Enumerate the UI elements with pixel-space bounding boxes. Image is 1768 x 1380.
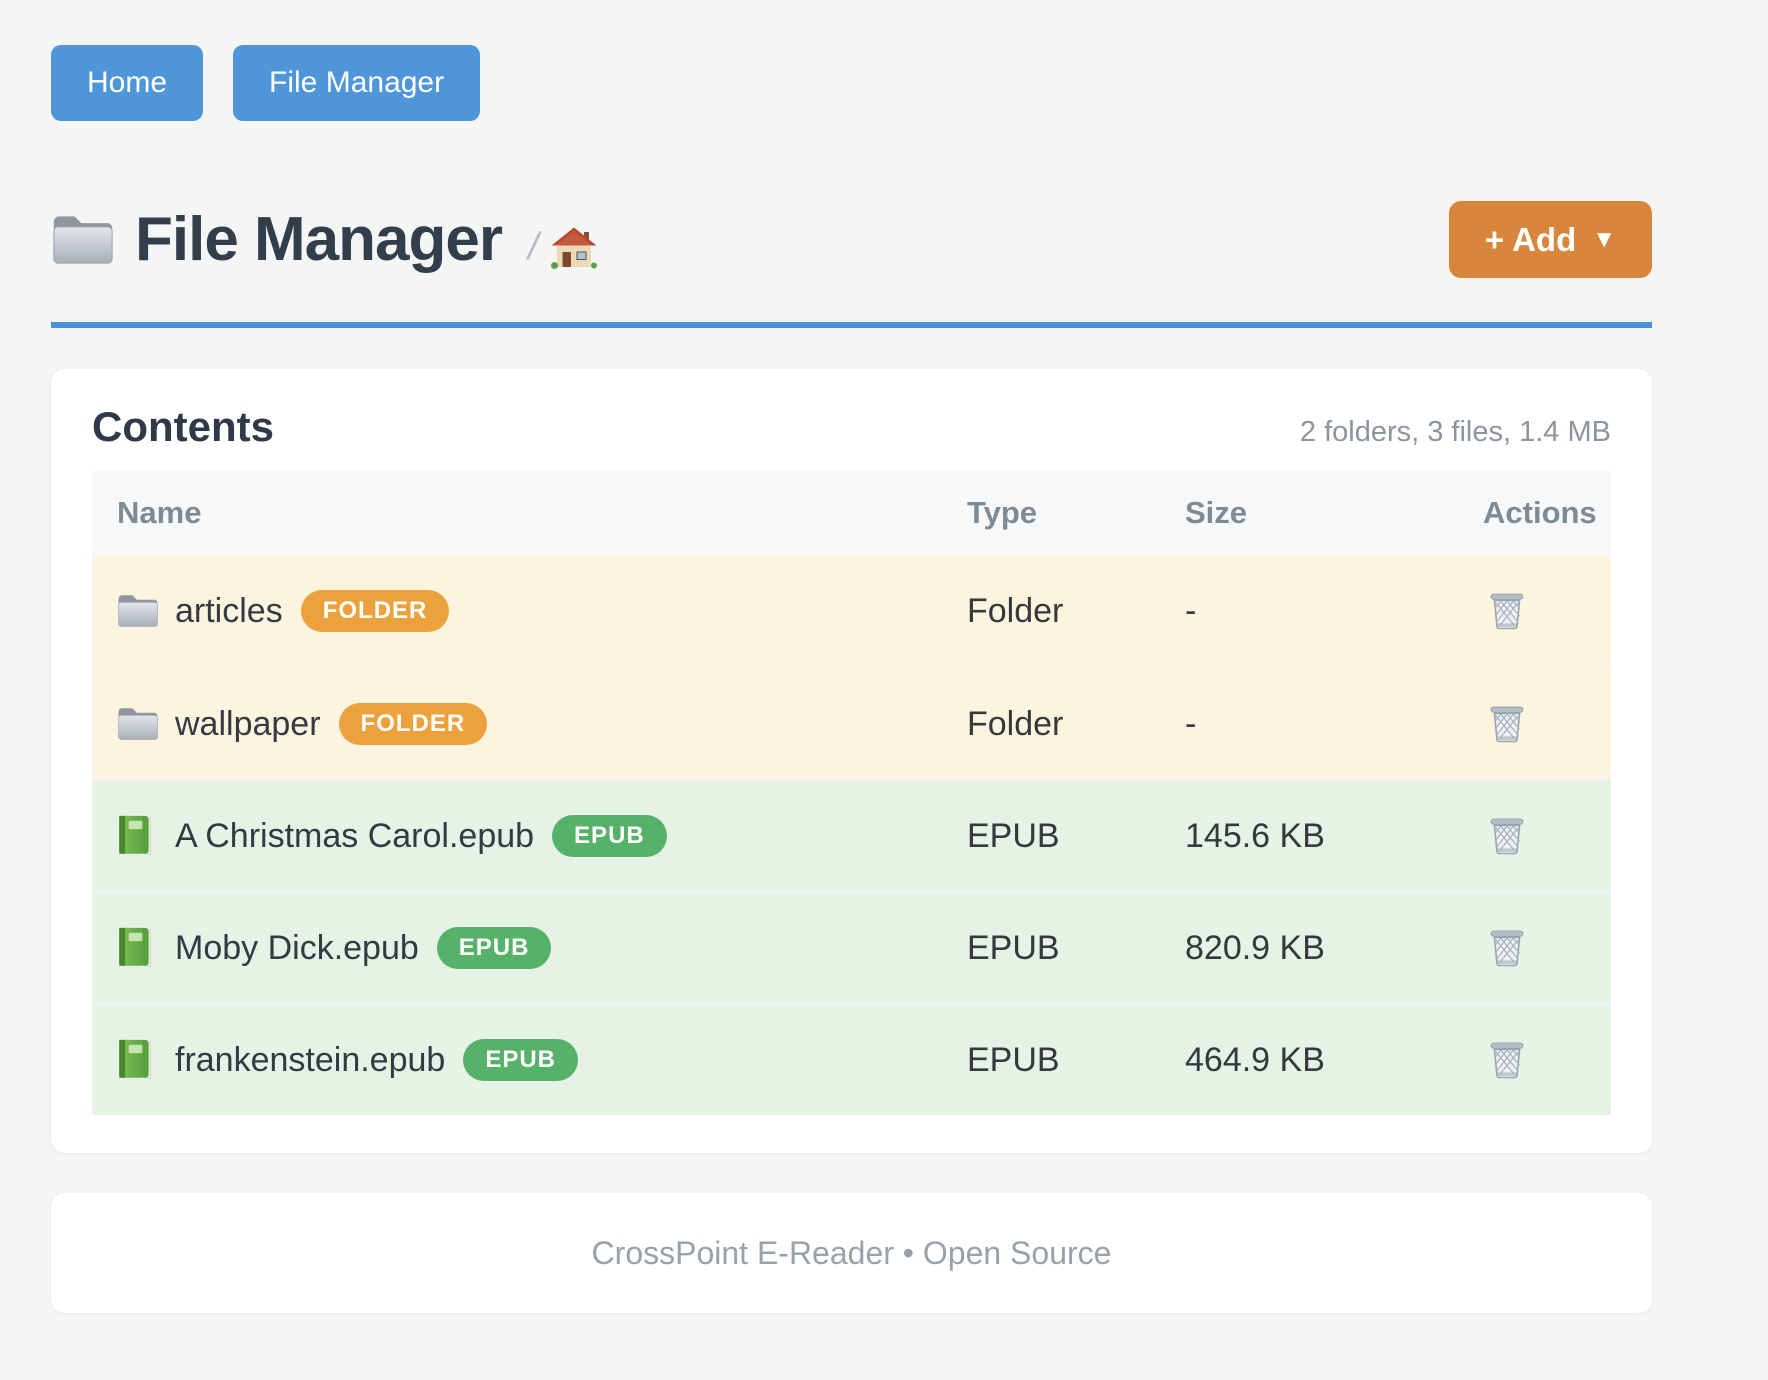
column-header-size: Size — [1185, 495, 1248, 530]
trash-icon — [1488, 590, 1526, 632]
home-icon[interactable] — [550, 227, 597, 269]
table-row[interactable]: frankenstein.epub EPUB EPUB 464.9 KB — [92, 1003, 1611, 1115]
file-type-badge: FOLDER — [338, 703, 488, 745]
title-group: File Manager / — [51, 204, 597, 275]
type-cell: EPUB — [967, 816, 1060, 855]
footer-text: CrossPoint E-Reader • Open Source — [591, 1234, 1112, 1271]
table-row[interactable]: wallpaper FOLDER Folder - — [92, 667, 1611, 779]
name-cell: wallpaper FOLDER — [92, 703, 967, 745]
type-cell: Folder — [967, 704, 1064, 743]
size-cell: - — [1185, 591, 1197, 630]
header-divider — [51, 322, 1652, 328]
size-cell: 145.6 KB — [1185, 816, 1325, 855]
page-container: Home File Manager File Manager / — [51, 0, 1652, 1313]
actions-cell — [1483, 1039, 1612, 1081]
type-cell: EPUB — [967, 928, 1060, 967]
name-cell: Moby Dick.epub EPUB — [92, 927, 967, 969]
file-name: Moby Dick.epub — [175, 928, 419, 967]
footer: CrossPoint E-Reader • Open Source — [51, 1193, 1652, 1313]
folder-icon — [51, 214, 115, 266]
file-name: articles — [175, 591, 283, 630]
chevron-down-icon: ▼ — [1592, 225, 1616, 253]
file-manager-button[interactable]: File Manager — [233, 45, 481, 121]
size-cell: 820.9 KB — [1185, 928, 1325, 967]
actions-cell — [1483, 590, 1612, 632]
delete-button[interactable] — [1488, 927, 1528, 969]
actions-cell — [1483, 927, 1612, 969]
trash-icon — [1488, 1039, 1526, 1081]
add-button-label: + Add — [1484, 220, 1577, 258]
contents-summary: 2 folders, 3 files, 1.4 MB — [1299, 416, 1611, 448]
table-row[interactable]: articles FOLDER Folder - — [92, 555, 1611, 667]
home-button[interactable]: Home — [51, 45, 204, 121]
file-type-badge: EPUB — [463, 1039, 578, 1081]
file-name: A Christmas Carol.epub — [175, 816, 535, 855]
breadcrumb: / — [528, 226, 597, 269]
file-table: Name Type Size Actions articles FOLDER F… — [92, 471, 1611, 1115]
folder-icon — [117, 703, 159, 745]
folder-icon — [117, 590, 159, 632]
book-icon — [117, 927, 159, 969]
actions-cell — [1483, 703, 1612, 745]
trash-icon — [1488, 815, 1526, 857]
type-cell: Folder — [967, 591, 1064, 630]
column-header-actions: Actions — [1483, 495, 1597, 530]
table-row[interactable]: A Christmas Carol.epub EPUB EPUB 145.6 K… — [92, 779, 1611, 891]
book-icon — [117, 815, 159, 857]
size-cell: 464.9 KB — [1185, 1040, 1325, 1079]
name-cell: articles FOLDER — [92, 590, 967, 632]
trash-icon — [1488, 703, 1526, 745]
file-table-body: articles FOLDER Folder - wallpaper FOLDE… — [92, 555, 1611, 1115]
column-header-type: Type — [967, 495, 1038, 530]
file-type-badge: EPUB — [436, 927, 552, 969]
table-row[interactable]: Moby Dick.epub EPUB EPUB 820.9 KB — [92, 891, 1611, 1003]
card-header: Contents 2 folders, 3 files, 1.4 MB — [92, 403, 1611, 451]
file-name: wallpaper — [175, 704, 321, 743]
file-type-badge: EPUB — [552, 815, 667, 857]
book-icon — [117, 1039, 159, 1081]
actions-cell — [1483, 815, 1612, 857]
column-header-name: Name — [117, 495, 202, 530]
page-title: File Manager — [135, 205, 503, 274]
top-nav: Home File Manager — [51, 0, 1652, 121]
add-button[interactable]: + Add ▼ — [1448, 201, 1652, 278]
trash-icon — [1488, 927, 1526, 969]
delete-button[interactable] — [1488, 590, 1528, 632]
card-title: Contents — [92, 403, 274, 450]
delete-button[interactable] — [1488, 1039, 1528, 1081]
name-cell: frankenstein.epub EPUB — [92, 1039, 967, 1081]
type-cell: EPUB — [967, 1040, 1060, 1079]
size-cell: - — [1185, 704, 1197, 743]
contents-card: Contents 2 folders, 3 files, 1.4 MB Name… — [51, 369, 1652, 1153]
name-cell: A Christmas Carol.epub EPUB — [92, 815, 967, 857]
file-name: frankenstein.epub — [175, 1040, 446, 1079]
delete-button[interactable] — [1488, 703, 1528, 745]
table-header: Name Type Size Actions — [92, 471, 1611, 555]
page-header: File Manager / — [51, 201, 1652, 278]
breadcrumb-separator: / — [528, 226, 539, 268]
file-type-badge: FOLDER — [300, 590, 450, 632]
delete-button[interactable] — [1488, 815, 1528, 857]
